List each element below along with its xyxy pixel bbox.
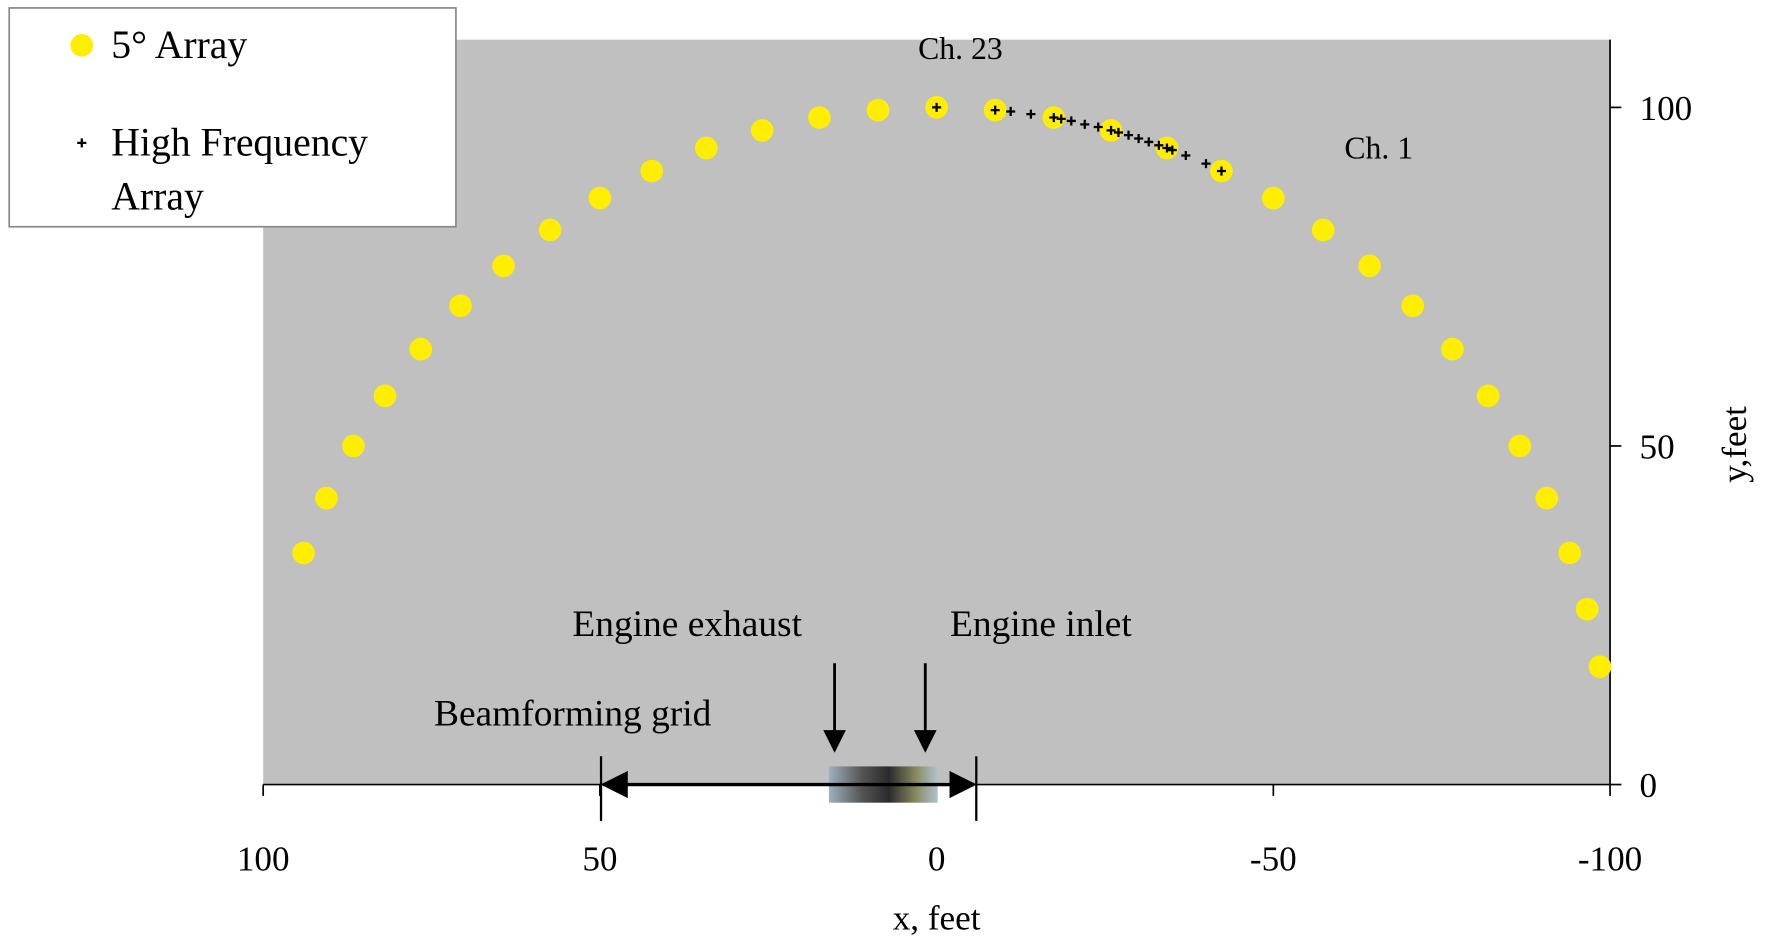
legend-marker bbox=[70, 34, 94, 57]
point bbox=[1201, 159, 1211, 169]
point bbox=[315, 486, 338, 510]
point bbox=[1575, 597, 1599, 621]
point bbox=[1311, 218, 1335, 242]
annotation: Beamforming grid bbox=[434, 694, 712, 735]
point bbox=[694, 136, 718, 160]
point bbox=[1124, 130, 1134, 140]
point bbox=[1144, 137, 1154, 147]
point bbox=[1049, 113, 1059, 123]
point bbox=[1134, 134, 1144, 144]
point bbox=[1167, 145, 1177, 155]
marks bbox=[262, 39, 1622, 796]
point bbox=[750, 119, 774, 142]
annotation: Engine exhaust bbox=[572, 604, 802, 645]
x-tick-label: 100 bbox=[237, 840, 290, 879]
point bbox=[1476, 384, 1500, 408]
annotation: Engine inlet bbox=[950, 604, 1132, 645]
point bbox=[588, 186, 612, 210]
point bbox=[409, 337, 433, 361]
plot-area bbox=[263, 39, 1611, 785]
point bbox=[538, 218, 562, 242]
y-tick-label: 100 bbox=[1640, 89, 1693, 128]
point bbox=[1026, 109, 1036, 119]
x-axis-label: x, feet bbox=[893, 899, 981, 938]
point bbox=[1216, 166, 1227, 176]
y-tick-label: 0 bbox=[1640, 766, 1658, 805]
point bbox=[1066, 116, 1076, 126]
point bbox=[640, 159, 664, 183]
point bbox=[342, 434, 365, 458]
x-tick-label: 0 bbox=[928, 840, 946, 879]
point bbox=[1358, 254, 1381, 278]
y-tick-label: 50 bbox=[1640, 427, 1675, 466]
point bbox=[1181, 150, 1191, 161]
point bbox=[1080, 119, 1090, 129]
point bbox=[492, 254, 515, 278]
point bbox=[1535, 486, 1559, 510]
point bbox=[1508, 434, 1532, 458]
point bbox=[1558, 541, 1581, 565]
point bbox=[1588, 655, 1612, 679]
point bbox=[1162, 143, 1172, 153]
legend-label-box: 5° Array bbox=[111, 22, 248, 67]
x-tick-label: 50 bbox=[582, 840, 617, 879]
point bbox=[990, 105, 1000, 115]
legend-marker bbox=[77, 138, 87, 148]
annotation: Ch. 23 bbox=[918, 31, 1003, 66]
point bbox=[866, 98, 890, 122]
annotation: Ch. 1 bbox=[1344, 131, 1413, 166]
legend-label: 5° Array bbox=[111, 22, 248, 67]
y-axis-label: y,feet bbox=[1715, 406, 1754, 483]
point bbox=[1106, 125, 1116, 135]
point bbox=[1154, 140, 1164, 150]
point bbox=[1006, 106, 1016, 116]
x-tick-label: -100 bbox=[1578, 840, 1642, 879]
legend-items: 5° Array High Frequency Array bbox=[70, 22, 369, 219]
point bbox=[1093, 122, 1103, 132]
point bbox=[1261, 186, 1285, 210]
legend-label-box: High Frequency Array bbox=[111, 120, 369, 219]
point bbox=[292, 541, 315, 565]
point bbox=[1441, 337, 1464, 361]
point bbox=[932, 102, 942, 112]
point bbox=[808, 106, 831, 129]
point bbox=[373, 384, 397, 408]
x-tick-label: -50 bbox=[1250, 840, 1297, 879]
point bbox=[1056, 114, 1066, 124]
point bbox=[1113, 127, 1123, 137]
legend-label: High Frequency Array bbox=[111, 120, 369, 219]
point bbox=[1401, 294, 1425, 318]
point bbox=[449, 294, 472, 318]
